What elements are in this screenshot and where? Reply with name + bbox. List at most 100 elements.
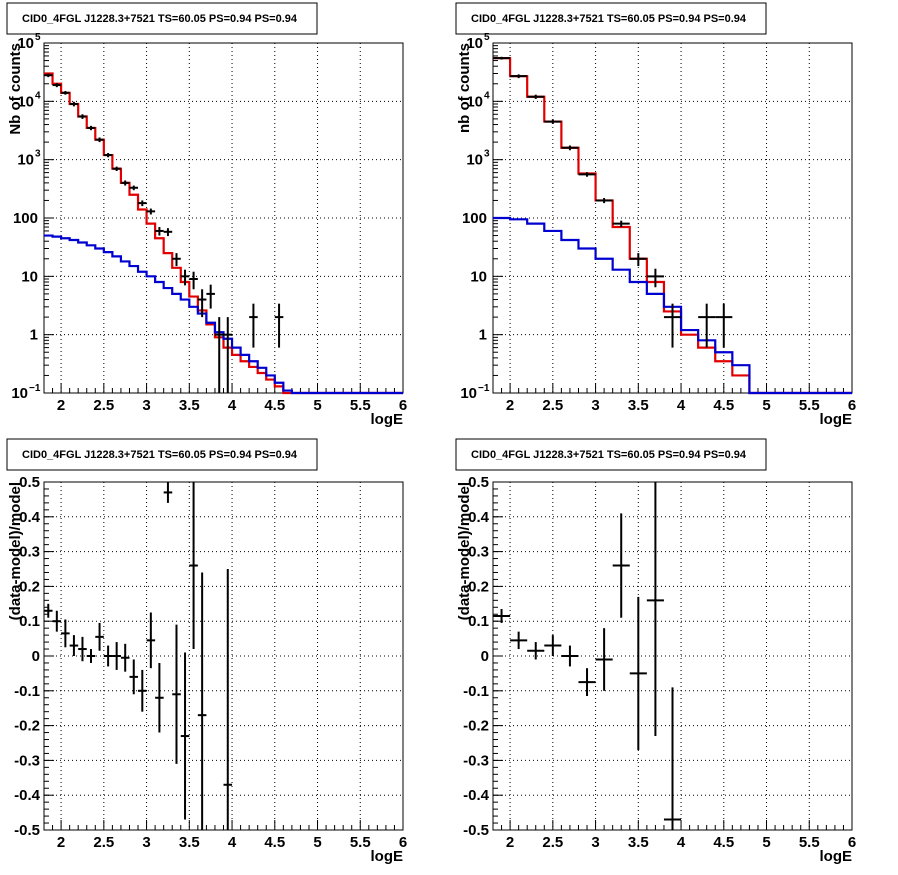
data-point [44, 603, 53, 618]
y-tick-label: 1 [30, 327, 38, 344]
data-point [163, 228, 173, 237]
y-tick-label: -0.2 [14, 718, 40, 735]
data-point [95, 622, 104, 651]
x-tick-label: 2.5 [542, 834, 563, 851]
y-tick-exponent: 5 [484, 32, 490, 43]
data-point [249, 303, 258, 348]
x-tick-label: 2 [506, 834, 514, 851]
y-tick-label: 10 [466, 152, 483, 169]
data-point [493, 56, 511, 60]
chart-title: CID0_4FGL J1228.3+7521 TS=60.05 PS=0.94 … [22, 13, 298, 25]
data-point [561, 645, 579, 667]
panel-bottom-left: CID0_4FGL J1228.3+7521 TS=60.05 PS=0.94 … [0, 437, 449, 875]
panel-top-left: CID0_4FGL J1228.3+7521 TS=60.05 PS=0.94 … [0, 0, 449, 437]
data-point [646, 482, 664, 737]
x-tick-label: 3 [142, 397, 150, 414]
y-tick-label: -0.5 [14, 822, 40, 839]
x-axis-label: logE [820, 848, 853, 865]
histogram-source [44, 234, 403, 395]
x-tick-label: 3.5 [628, 397, 649, 414]
data-point [180, 652, 190, 820]
y-tick-label: 10 [460, 385, 477, 402]
data-point [527, 642, 545, 660]
data-point [180, 269, 190, 286]
data-point [138, 200, 147, 207]
panel-bottom-right: CID0_4FGL J1228.3+7521 TS=60.05 PS=0.94 … [449, 437, 898, 875]
x-tick-label: 4.5 [713, 834, 734, 851]
data-point [172, 253, 181, 267]
data-point [172, 624, 181, 764]
x-tick-label: 5.5 [799, 397, 820, 414]
y-tick-label: 10 [11, 385, 28, 402]
data-point [129, 659, 139, 695]
data-point [578, 172, 596, 177]
x-tick-label: 2.5 [542, 397, 563, 414]
data-point [663, 687, 682, 830]
y-tick-label: 0.5 [468, 474, 489, 491]
data-point [78, 636, 87, 662]
data-point [146, 208, 156, 215]
spectrum-chart-right: CID0_4FGL J1228.3+7521 TS=60.05 PS=0.94 … [455, 2, 856, 428]
y-tick-label: -0.2 [463, 718, 489, 735]
y-tick-label: 0.4 [19, 509, 41, 526]
title-box [455, 2, 767, 35]
y-tick-label: 10 [17, 93, 34, 110]
data-point [510, 74, 528, 79]
x-axis-label: logE [820, 411, 853, 428]
data-point [663, 303, 682, 348]
data-point [69, 635, 79, 656]
data-point [527, 94, 545, 99]
x-tick-label: 3.5 [628, 834, 649, 851]
x-tick-label: 2.5 [93, 834, 114, 851]
histogram-source [493, 216, 852, 395]
y-tick-label: 0.1 [468, 613, 489, 630]
data-point [510, 631, 528, 650]
data-point [544, 635, 562, 656]
y-tick-label: 0.4 [468, 509, 490, 526]
y-tick-label: 1 [479, 327, 487, 344]
data-point [561, 145, 579, 151]
data-point [155, 227, 164, 236]
y-tick-label: 10 [466, 93, 483, 110]
data-point [698, 303, 716, 348]
data-point [52, 610, 62, 632]
data-point [206, 284, 215, 309]
y-tick-label: -0.3 [14, 752, 40, 769]
data-point [612, 513, 630, 618]
y-tick-label: 0.3 [19, 544, 40, 561]
panel-top-right: CID0_4FGL J1228.3+7521 TS=60.05 PS=0.94 … [449, 0, 898, 437]
x-tick-label: 4 [677, 834, 686, 851]
data-point [120, 180, 130, 186]
data-point [61, 619, 70, 648]
y-tick-exponent: 3 [35, 149, 41, 160]
y-tick-label: 10 [470, 268, 487, 285]
data-point [86, 649, 96, 663]
y-axis-label: (data-model)/model [456, 482, 473, 620]
x-tick-label: 4.5 [264, 834, 285, 851]
y-tick-label: 10 [17, 35, 34, 52]
y-axis-label: nb of counts [456, 43, 473, 133]
y-tick-label: 0.1 [19, 613, 40, 630]
y-tick-exponent: −1 [29, 383, 41, 394]
y-tick-label: 10 [466, 35, 483, 52]
data-point [103, 153, 113, 158]
data-point [274, 303, 284, 348]
y-tick-exponent: 4 [35, 90, 41, 101]
data-point [86, 125, 96, 131]
x-tick-label: 6 [848, 834, 856, 851]
residual-chart-right: CID0_4FGL J1228.3+7521 TS=60.05 PS=0.94 … [455, 438, 856, 865]
data-point [223, 317, 233, 393]
chart-title: CID0_4FGL J1228.3+7521 TS=60.05 PS=0.94 … [22, 449, 298, 461]
x-tick-label: 2 [57, 397, 65, 414]
y-tick-label: -0.1 [463, 683, 489, 700]
y-tick-label: 0.2 [19, 578, 40, 595]
y-tick-label: 0.5 [19, 474, 40, 491]
y-tick-label: -0.1 [14, 683, 40, 700]
title-box [6, 438, 318, 471]
y-tick-label: 0 [32, 648, 40, 665]
chart-title: CID0_4FGL J1228.3+7521 TS=60.05 PS=0.94 … [471, 13, 747, 25]
data-point [112, 642, 121, 670]
y-tick-label: 100 [462, 210, 487, 227]
data-point [103, 645, 113, 667]
y-tick-exponent: −1 [478, 383, 490, 394]
